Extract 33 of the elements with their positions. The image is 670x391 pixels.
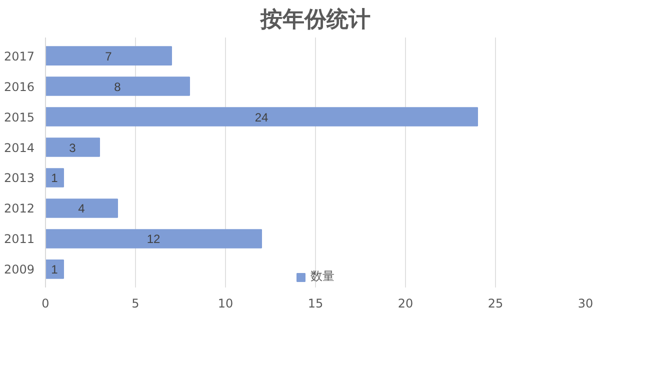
data-label: 24 xyxy=(254,110,268,124)
legend-label: 数量 xyxy=(310,268,334,285)
bar xyxy=(46,229,262,248)
bar xyxy=(46,168,64,188)
data-label: 1 xyxy=(51,262,58,277)
y-tick-label: 2011 xyxy=(4,232,35,246)
y-tick-label: 2009 xyxy=(4,262,35,277)
data-label: 12 xyxy=(146,232,160,246)
bar xyxy=(46,138,100,157)
data-label: 3 xyxy=(69,140,76,155)
y-tick-label: 2015 xyxy=(4,110,35,124)
data-label: 8 xyxy=(114,80,122,94)
x-tick-label: 0 xyxy=(42,296,50,310)
y-tick-label: 2014 xyxy=(4,140,35,155)
bar xyxy=(46,76,190,96)
x-tick-label: 5 xyxy=(132,296,140,310)
x-tick-label: 25 xyxy=(488,296,504,310)
y-tick-label: 2013 xyxy=(4,171,35,186)
y-tick-label: 2012 xyxy=(4,202,35,216)
x-tick-label: 10 xyxy=(218,296,234,310)
x-tick-label: 20 xyxy=(398,296,414,310)
data-label: 4 xyxy=(78,202,86,216)
y-tick-label: 2016 xyxy=(4,80,35,94)
bar xyxy=(46,260,64,279)
bar xyxy=(46,198,118,218)
data-label: 1 xyxy=(51,171,58,186)
data-label: 7 xyxy=(105,49,112,64)
bar xyxy=(46,107,478,126)
bar xyxy=(46,46,172,66)
chart-title: 按年份统计 xyxy=(260,6,370,32)
x-tick-label: 30 xyxy=(578,296,594,310)
x-tick-label: 15 xyxy=(308,296,324,310)
y-tick-label: 2017 xyxy=(4,49,35,64)
